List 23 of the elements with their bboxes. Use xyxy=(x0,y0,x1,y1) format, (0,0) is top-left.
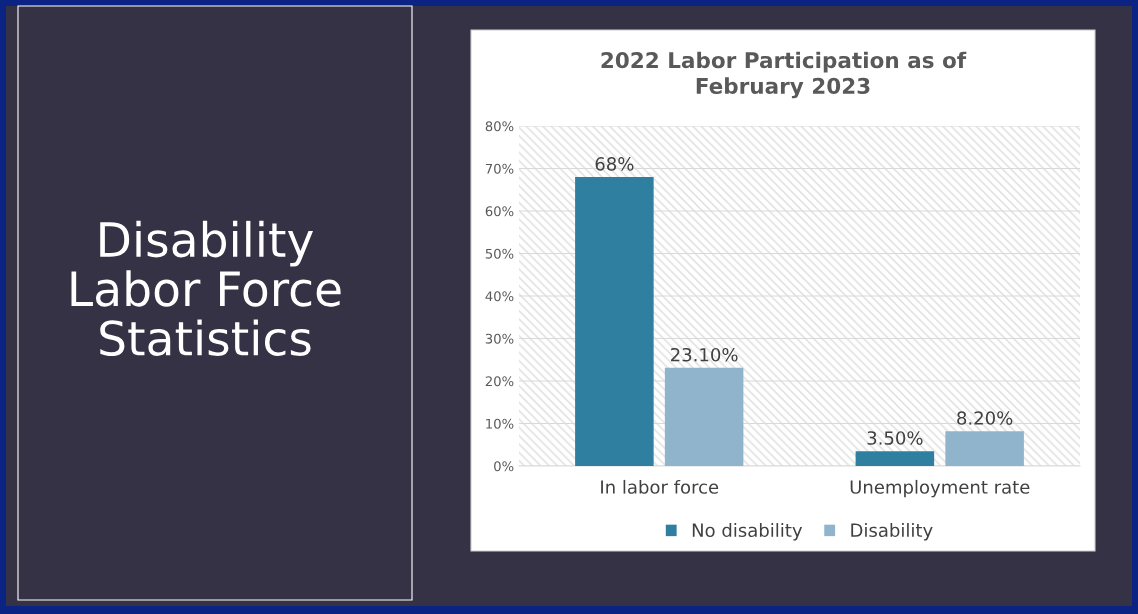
y-tick-label: 10% xyxy=(486,418,514,429)
y-tick-label: 40% xyxy=(485,291,514,302)
data-label: 68% xyxy=(595,157,634,171)
x-tick-label: Unemployment rate xyxy=(850,479,1030,498)
y-tick-label: 70% xyxy=(485,163,514,174)
legend-label: No disability xyxy=(692,523,803,541)
bar xyxy=(945,431,1024,466)
data-label: 23.10% xyxy=(671,347,738,362)
x-tick-label: In labor force xyxy=(601,479,719,494)
data-label: 3.50% xyxy=(867,431,923,445)
data-label: 8.20% xyxy=(957,411,1013,425)
y-tick-label: 20% xyxy=(485,376,514,387)
y-tick-label: 0% xyxy=(494,461,514,472)
bar xyxy=(664,367,744,466)
y-tick-label: 50% xyxy=(485,248,514,259)
y-tick-label: 60% xyxy=(485,206,514,217)
text: Disability Labor Force Statistics xyxy=(71,220,341,356)
bar xyxy=(575,177,654,466)
y-tick-label: 30% xyxy=(485,333,514,344)
chart-title: 2022 Labor Participation as of February 2023 xyxy=(601,51,967,99)
legend-label: Disability xyxy=(851,523,933,541)
bar xyxy=(855,451,935,466)
y-tick-label: 80% xyxy=(485,121,514,132)
